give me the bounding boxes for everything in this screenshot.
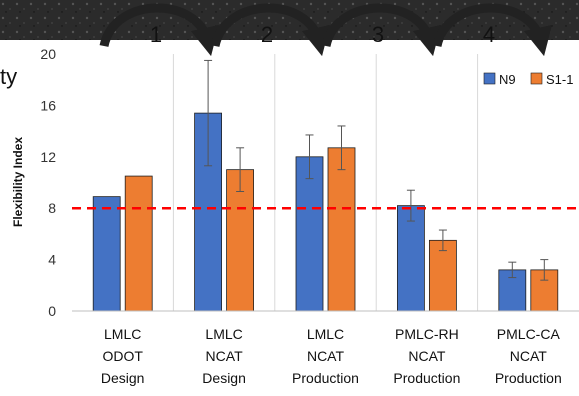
category-label: LMLC	[104, 326, 141, 342]
step-number-2: 2	[261, 22, 273, 47]
category-label: NCAT	[510, 348, 548, 364]
y-axis-label: Flexibility Index	[11, 137, 25, 227]
legend-swatch-s1-1	[530, 72, 543, 85]
progression-arrow-2	[210, 3, 330, 57]
bar-s1-1	[226, 169, 255, 312]
category-label: PMLC-CA	[497, 326, 561, 342]
category-label: Design	[101, 370, 145, 386]
category-label: LMLC	[205, 326, 242, 342]
y-tick-label: 4	[48, 252, 56, 268]
legend-label-n9: N9	[499, 72, 516, 87]
bar-n9	[498, 269, 527, 312]
legend-label-s1-1: S1-1	[546, 72, 573, 87]
category-label: ODOT	[102, 348, 143, 364]
category-labels: LMLC ODOT Design LMLC NCAT Design LMLC NCAT Prod…	[101, 326, 562, 386]
step-number-1: 1	[150, 22, 162, 47]
step-number-3: 3	[372, 22, 384, 47]
bar-n9	[295, 156, 324, 312]
bars	[92, 112, 559, 312]
legend-swatch-n9	[483, 72, 496, 85]
bar-s1-1	[124, 175, 153, 312]
bar-n9	[396, 205, 425, 312]
category-label: Design	[202, 370, 246, 386]
step-number-4: 4	[483, 22, 495, 47]
category-label: Production	[292, 370, 359, 386]
category-label: LMLC	[307, 326, 344, 342]
y-tick-label: 0	[48, 303, 56, 319]
category-label: NCAT	[206, 348, 244, 364]
category-label: Production	[393, 370, 460, 386]
category-label: NCAT	[307, 348, 345, 364]
bar-s1-1	[327, 147, 356, 312]
y-tick-label: 12	[40, 149, 56, 165]
category-label: Production	[495, 370, 562, 386]
error-bars	[204, 59, 549, 281]
y-tick-label: 8	[48, 200, 56, 216]
legend: N9 S1-1	[483, 72, 573, 87]
category-label: PMLC-RH	[395, 326, 459, 342]
progression-arrows: 1 2 3 4	[99, 3, 552, 57]
progression-arrow-3	[321, 3, 441, 57]
progression-arrow-1	[99, 3, 219, 57]
y-tick-label: 16	[40, 97, 56, 113]
partial-title: ty	[0, 64, 17, 89]
category-dividers	[172, 54, 479, 311]
bar-s1-1	[428, 239, 457, 312]
bar-n9	[92, 196, 121, 312]
category-label: NCAT	[408, 348, 446, 364]
progression-arrow-4	[432, 3, 552, 57]
y-axis-ticks: 0 4 8 12 16 20	[40, 46, 56, 319]
y-tick-label: 20	[40, 46, 56, 62]
